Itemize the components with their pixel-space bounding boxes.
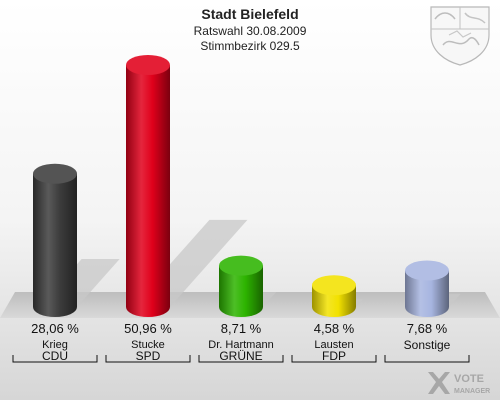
value-label-grne: 8,71 % [221,321,262,336]
vote-manager-icon [428,372,450,394]
value-label-fdp: 4,58 % [314,321,355,336]
chart-title: Stadt Bielefeld [201,6,298,22]
candidate-label-spd: Stucke [131,339,165,351]
bars [33,55,449,317]
candidate-label-fdp: Lausten [314,339,353,351]
label-bracket-spd [105,355,191,363]
party-label-sonstige: Sonstige [404,338,451,352]
party-label-fdp: FDP [322,349,346,363]
label-bracket-sonstige [384,355,470,363]
candidate-label-cdu: Krieg [42,339,68,351]
label-bracket-cdu [12,355,98,363]
chart-district: Stimmbezirk 029.5 [200,39,300,53]
value-label-cdu: 28,06 % [31,321,79,336]
bar-top-grne [219,255,263,276]
party-label-cdu: CDU [42,349,68,363]
chart-subtitle: Ratswahl 30.08.2009 [194,24,307,38]
bar-top-spd [126,55,170,75]
value-label-spd: 50,96 % [124,321,172,336]
logo-subtext: MANAGER [454,388,490,395]
logo-text: VOTE [454,373,484,385]
party-label-grne: GRÜNE [219,349,262,363]
label-bracket-fdp [291,355,377,363]
bar-top-cdu [33,163,77,184]
bar-top-fdp [312,275,356,296]
bar-top-sonstige [405,260,449,281]
vote-manager-logo: VOTE MANAGER [428,372,490,395]
bar-sonstige [405,270,449,317]
candidate-label-grne: Dr. Hartmann [208,339,273,351]
party-label-spd: SPD [136,349,161,363]
coat-of-arms-icon [430,6,490,66]
bar-grne [219,265,263,317]
label-bracket-grne [198,355,284,363]
bar-cdu [33,173,77,317]
bar-spd [126,65,170,317]
value-label-sonstige: 7,68 % [407,321,448,336]
value-labels: 28,06 % 50,96 % 8,71 % 4,58 % 7,68 % [31,321,448,336]
